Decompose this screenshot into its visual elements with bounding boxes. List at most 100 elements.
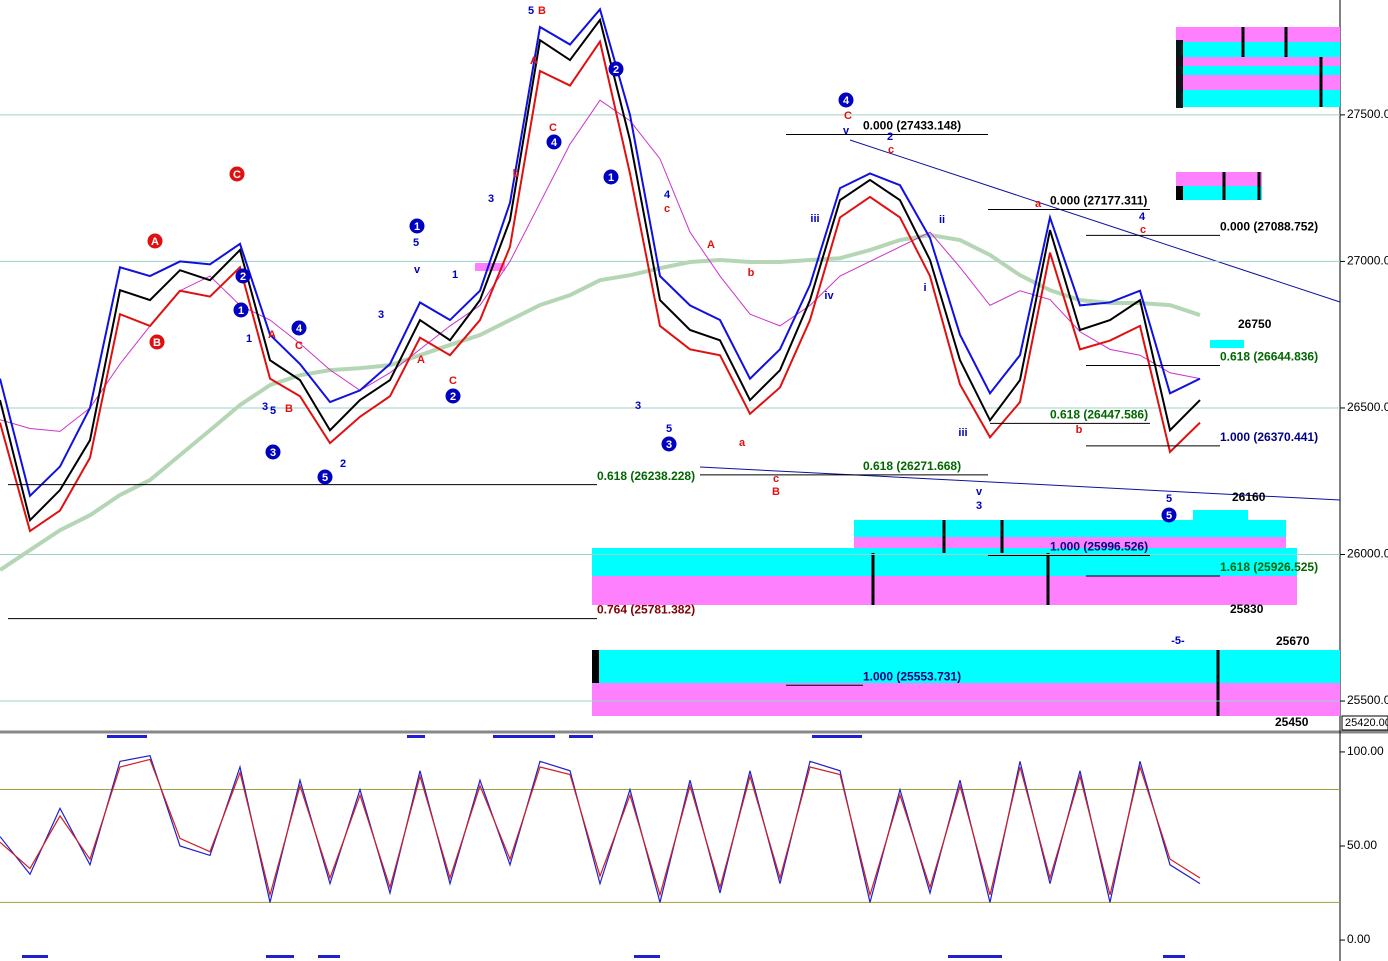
- wave-badge: [149, 334, 165, 350]
- wave-label: C: [233, 169, 241, 181]
- fib-label: 1.000 (26370.441): [1220, 430, 1318, 444]
- fib-label: 1.618 (25926.525): [1220, 560, 1318, 574]
- wave-label: C: [295, 340, 303, 352]
- y-tick-label: 26500.00: [1347, 400, 1388, 414]
- wave-label: 4: [296, 323, 303, 335]
- wave-label: v: [976, 486, 983, 498]
- zone: [592, 576, 1297, 605]
- wave-label: 3: [976, 500, 982, 512]
- level-label: 25670: [1276, 634, 1310, 648]
- wave-label: 5: [270, 405, 276, 417]
- zone: [1176, 27, 1340, 42]
- wave-label: C: [549, 122, 557, 134]
- signal-bar: [569, 735, 593, 738]
- wave-label: B: [153, 337, 161, 349]
- signal-bar: [22, 955, 48, 958]
- wave-label: a: [739, 437, 746, 449]
- wave-badge: [235, 268, 251, 284]
- wave-label: 4: [1139, 211, 1146, 223]
- wave-label: A: [530, 55, 538, 67]
- series-line: [0, 17, 1201, 523]
- level-label: 25450: [1275, 715, 1309, 729]
- wave-badge: [1161, 507, 1177, 523]
- wave-badge: [603, 169, 619, 185]
- wave-label: b: [1076, 424, 1083, 436]
- zone: [1193, 510, 1248, 525]
- wave-label: 4: [843, 95, 850, 107]
- level-label: 25830: [1230, 602, 1264, 616]
- series-line: [0, 99, 1201, 432]
- wave-label: 5: [1166, 493, 1172, 505]
- wave-badge: [317, 469, 333, 485]
- fib-label: 0.618 (26271.668): [863, 459, 961, 473]
- wave-label: v: [843, 125, 850, 137]
- y-tick-label: 27000.00: [1347, 254, 1388, 268]
- osc-ticks: [22, 735, 1185, 958]
- wave-label: 1: [608, 172, 614, 184]
- wave-label: i: [923, 282, 926, 294]
- wave-label: 5: [413, 237, 419, 249]
- wave-label: 4: [551, 137, 558, 149]
- wave-label: a: [1035, 198, 1042, 210]
- wave-label: 3: [488, 193, 494, 205]
- wave-label: 2: [450, 391, 456, 403]
- wave-label: c: [1140, 224, 1146, 236]
- y-tick-label: 50.00: [1347, 838, 1377, 852]
- zone: [1176, 57, 1340, 66]
- wave-label: 2: [887, 131, 893, 143]
- signal-bar: [634, 955, 660, 958]
- wave-badge: [838, 92, 854, 108]
- level-label: 26750: [1238, 317, 1272, 331]
- level-label: 26160: [1232, 490, 1266, 504]
- zone: [854, 520, 1286, 537]
- wave-badge: [546, 134, 562, 150]
- fib-label: 0.618 (26447.586): [1050, 407, 1148, 421]
- wave-label: -5-: [1171, 635, 1185, 647]
- wave-label: 3: [262, 401, 268, 413]
- wave-badge: [233, 302, 249, 318]
- wave-label: 3: [635, 400, 641, 412]
- price-tag-box: [1341, 715, 1388, 731]
- wave-label: iii: [810, 213, 819, 225]
- wave-label: b: [513, 168, 520, 180]
- fib-label: 0.000 (27177.311): [1050, 194, 1147, 208]
- series-line: [0, 7, 1201, 498]
- wave-label: 1: [452, 269, 458, 281]
- wave-label: 5: [322, 472, 328, 484]
- series-line: [0, 758, 1201, 898]
- zone: [1176, 42, 1340, 57]
- fib-label: 0.000 (27433.148): [863, 119, 961, 133]
- series-line: [0, 233, 1201, 572]
- y-tick-label: 26000.00: [1347, 547, 1388, 561]
- wave-badge: [265, 444, 281, 460]
- wave-badge: [291, 320, 307, 336]
- wave-label: v: [414, 264, 421, 276]
- wave-badge: [147, 233, 163, 249]
- y-tick-label: 100.00: [1347, 744, 1384, 758]
- zone: [1176, 66, 1340, 75]
- series-line: [0, 39, 1201, 533]
- wave-label: c: [664, 203, 670, 215]
- wave-label: A: [268, 329, 276, 341]
- bar-marker: [592, 650, 599, 683]
- wave-label: 2: [613, 64, 619, 76]
- wave-label: B: [285, 403, 293, 415]
- signal-bar: [318, 955, 340, 958]
- bar-marker: [1176, 186, 1183, 200]
- wave-label: 3: [270, 447, 276, 459]
- signal-bar: [266, 955, 294, 958]
- zone: [592, 683, 1340, 716]
- wave-label: A: [707, 239, 715, 251]
- wave-badge: [445, 388, 461, 404]
- wave-label: 3: [666, 439, 672, 451]
- signal-bar: [948, 955, 1002, 958]
- y-tick-label: 0.00: [1347, 932, 1371, 946]
- wave-badge: [608, 61, 624, 77]
- zone: [1176, 172, 1262, 186]
- series-line: [0, 755, 1201, 903]
- wave-label: c: [888, 144, 894, 156]
- wave-label: 4: [664, 189, 671, 201]
- wave-label: 1: [414, 221, 420, 233]
- fib-label: 0.618 (26644.836): [1220, 350, 1318, 364]
- wave-label: 1: [246, 333, 252, 345]
